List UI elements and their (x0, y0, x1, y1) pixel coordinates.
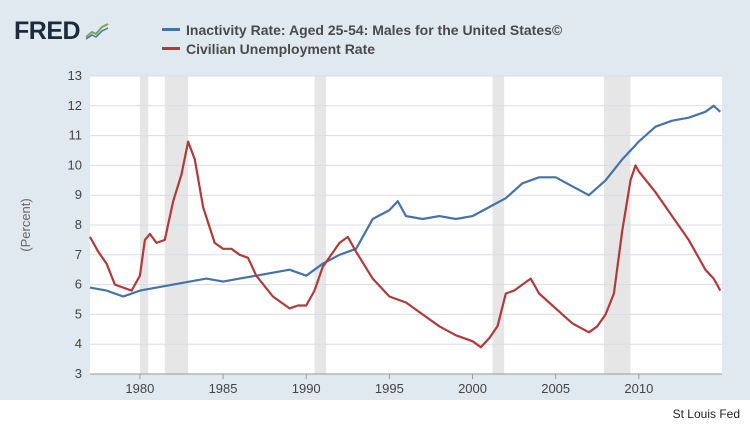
source-credit: St Louis Fed (672, 407, 740, 421)
series-line-unemployment-rate (89, 140, 722, 349)
legend-swatch-inactivity (162, 28, 180, 31)
y-tick-label: 7 (75, 247, 82, 262)
y-tick-label: 9 (75, 187, 82, 202)
axes: 3 4 5 6 7 8 9 10 11 12 13 1980 1985 1990 1995 2000 2005 2… (68, 68, 722, 396)
legend-swatch-unemployment (162, 47, 180, 50)
fred-wordmark: FRED (14, 16, 81, 45)
legend-label-unemployment: Civilian Unemployment Rate (186, 40, 376, 57)
legend-item-unemployment-rate[interactable]: Civilian Unemployment Rate (162, 39, 562, 58)
y-tick-label: 5 (75, 306, 82, 321)
x-tick-label: 1995 (375, 381, 404, 396)
legend-label-inactivity: Inactivity Rate: Aged 25-54: Males for t… (186, 21, 563, 38)
y-tick-label: 4 (75, 336, 82, 351)
fred-logo[interactable]: FRED (14, 14, 111, 48)
y-tick-label: 11 (69, 128, 83, 143)
line-chart-icon (84, 21, 111, 41)
y-tick-label: 8 (75, 217, 82, 232)
series-line-inactivity-rate (89, 104, 722, 298)
y-tick-label: 10 (68, 157, 82, 172)
line-chart: 3 4 5 6 7 8 9 10 11 12 13 1980 1985 1990 1995 2000 2005 2… (18, 68, 722, 396)
x-tick-label: 1980 (125, 381, 154, 396)
y-tick-label: 13 (68, 68, 82, 83)
y-tick-label: 3 (75, 366, 82, 381)
series-lines (89, 104, 722, 349)
y-tick-label: 12 (68, 98, 82, 113)
x-tick-label: 2005 (541, 381, 570, 396)
legend-item-inactivity-rate[interactable]: Inactivity Rate: Aged 25-54: Males for t… (162, 20, 562, 39)
x-tick-label: 1985 (209, 381, 238, 396)
x-tick-label: 2010 (624, 381, 653, 396)
x-tick-label: 2000 (458, 381, 487, 396)
y-axis-title: (Percent) (18, 198, 33, 251)
chart-legend: Inactivity Rate: Aged 25-54: Males for t… (162, 20, 562, 58)
y-tick-label: 6 (75, 277, 82, 292)
x-tick-label: 1990 (292, 381, 321, 396)
